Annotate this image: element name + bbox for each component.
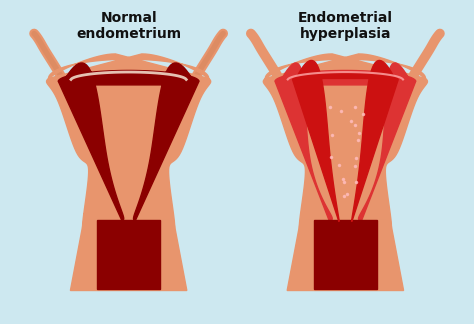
Polygon shape xyxy=(275,63,416,220)
Polygon shape xyxy=(264,54,428,229)
Polygon shape xyxy=(292,60,398,222)
Polygon shape xyxy=(71,220,187,291)
Text: Normal
endometrium: Normal endometrium xyxy=(76,11,181,41)
Polygon shape xyxy=(287,220,403,291)
Polygon shape xyxy=(46,54,210,229)
Text: Endometrial
hyperplasia: Endometrial hyperplasia xyxy=(298,11,393,41)
Polygon shape xyxy=(97,220,160,289)
Polygon shape xyxy=(58,63,199,220)
Polygon shape xyxy=(314,220,377,289)
